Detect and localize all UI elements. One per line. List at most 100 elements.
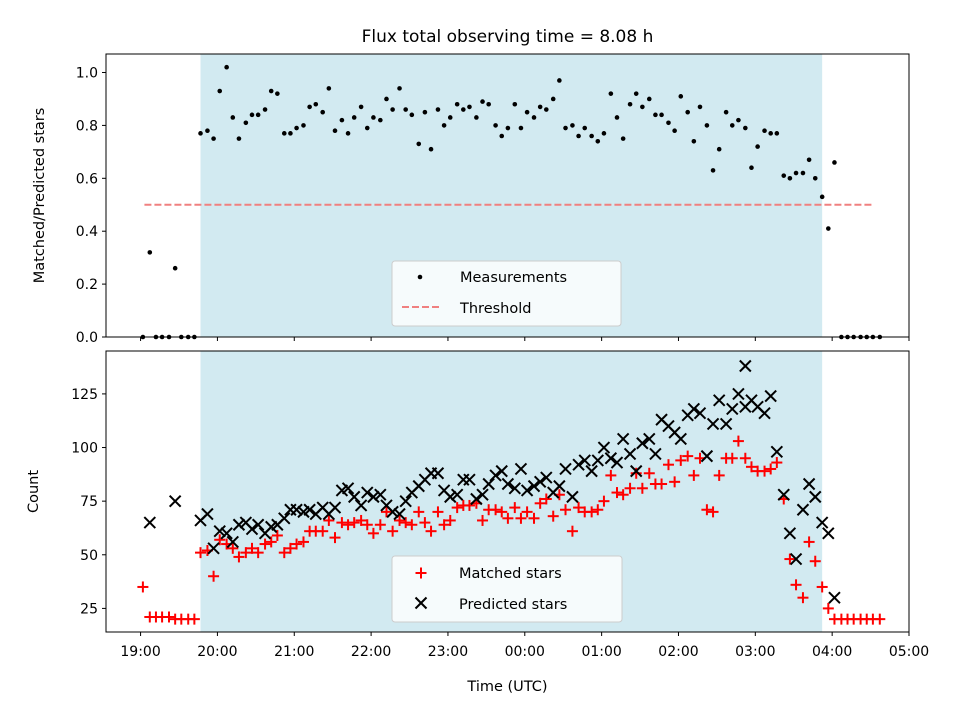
measurement-point (806, 157, 812, 163)
measurement-point (537, 104, 543, 110)
measurement-point (447, 115, 453, 120)
measurement-point (614, 115, 620, 120)
predicted-star-point (726, 402, 739, 416)
bottom-y-tick-label: 125 (71, 387, 98, 403)
predicted-star-point (604, 452, 618, 465)
bottom-x-tick-label: 03:00 (735, 644, 775, 660)
legend-plus-glyph (415, 567, 427, 579)
matched-star-point (713, 469, 725, 481)
predicted-star-point (739, 359, 752, 373)
predicted-star-point (476, 488, 489, 501)
bottom-y-tick-label: 75 (80, 494, 98, 510)
top-y-tick-label: 0.0 (76, 330, 98, 346)
predicted-star-point (674, 432, 687, 446)
top-legend-box (391, 260, 622, 327)
matched-star-point (342, 519, 354, 531)
matched-star-point (669, 476, 681, 488)
legend-cross-glyph (414, 596, 428, 610)
measurement-point (236, 136, 242, 141)
predicted-star-point (290, 503, 303, 516)
predicted-star-point (527, 479, 541, 493)
measurement-point (762, 128, 767, 134)
matched-star-point (252, 547, 264, 559)
predicted-star-point (393, 507, 406, 521)
predicted-star-point (463, 473, 476, 486)
predicted-star-point (450, 488, 464, 501)
matched-star-point (438, 519, 450, 531)
measurement-point (633, 91, 639, 96)
matched-star-point (188, 613, 200, 625)
top-y-ticks: 0.0 0.2 0.4 0.6 0.8 1.0 (76, 66, 106, 346)
predicted-star-point (764, 389, 777, 403)
matched-star-point (490, 504, 502, 516)
matched-star-point (560, 504, 572, 516)
matched-star-point (374, 519, 386, 531)
measurement-point (255, 112, 261, 118)
matched-star-point (367, 527, 379, 539)
matched-star-point (259, 538, 271, 550)
measurement-point (601, 131, 607, 136)
measurement-point (518, 125, 524, 131)
matched-star-point (208, 570, 220, 582)
bottom-x-tick-label: 19:00 (120, 644, 160, 660)
measurement-point (230, 115, 236, 120)
predicted-star-point (367, 490, 380, 504)
matched-star-point (477, 514, 489, 526)
measurement-point (826, 226, 831, 231)
measurement-point (397, 86, 402, 91)
matched-star-point (521, 506, 533, 518)
predicted-star-point (143, 516, 157, 529)
bottom-y-axis-label: Count (26, 470, 42, 513)
measurement-point (198, 131, 203, 136)
matched-star-point (317, 525, 329, 537)
bottom-x-tick-label: 02:00 (658, 644, 698, 660)
bottom-x-tick-label: 01:00 (581, 644, 621, 660)
measurement-point (275, 91, 280, 96)
bottom-x-tick-label: 20:00 (197, 644, 237, 660)
chart-title: Flux total observing time = 8.08 h (362, 27, 654, 47)
matched-star-point (240, 547, 252, 559)
predicted-star-point (789, 552, 803, 566)
matched-star-point (297, 536, 309, 548)
matched-star-point (163, 611, 175, 623)
predicted-star-point (328, 501, 342, 514)
measurement-point (787, 176, 793, 181)
measurement-point (512, 101, 518, 107)
matched-star-point (605, 469, 617, 481)
top-y-tick-label: 0.8 (76, 118, 98, 134)
predicted-star-point (712, 394, 726, 407)
matched-star-point (400, 517, 412, 529)
measurement-point (723, 109, 729, 115)
measurement-point (172, 265, 178, 271)
measurement-point (819, 194, 825, 200)
predicted-star-point (431, 467, 445, 480)
measurement-point (493, 123, 498, 128)
predicted-star-point (374, 488, 387, 501)
measurement-point (691, 138, 697, 144)
bottom-y-tick-label: 50 (80, 548, 98, 564)
predicted-star-point (245, 522, 259, 536)
matched-star-point (265, 536, 277, 548)
matched-star-point (463, 499, 475, 511)
matched-star-point (566, 525, 578, 537)
matched-star-point (656, 478, 668, 490)
matched-star-point (630, 467, 642, 479)
matched-star-point (598, 495, 610, 507)
matched-star-point (425, 525, 437, 537)
top-y-tick-label: 0.2 (76, 277, 98, 293)
measurement-point (378, 117, 383, 123)
measurement-point (736, 117, 741, 123)
predicted-star-point (540, 471, 553, 484)
measurement-point (659, 112, 664, 118)
matched-star-point (688, 469, 700, 481)
measurement-point (716, 146, 722, 152)
measurement-point (672, 128, 677, 134)
measurement-point (627, 101, 633, 107)
bottom-x-tick-label: 22:00 (351, 644, 391, 660)
matched-star-point (348, 517, 360, 529)
matched-star-point (790, 579, 802, 591)
predicted-star-point (687, 402, 701, 416)
measurement-point (313, 101, 319, 107)
measurement-point (345, 131, 351, 136)
matched-star-point (195, 547, 207, 559)
